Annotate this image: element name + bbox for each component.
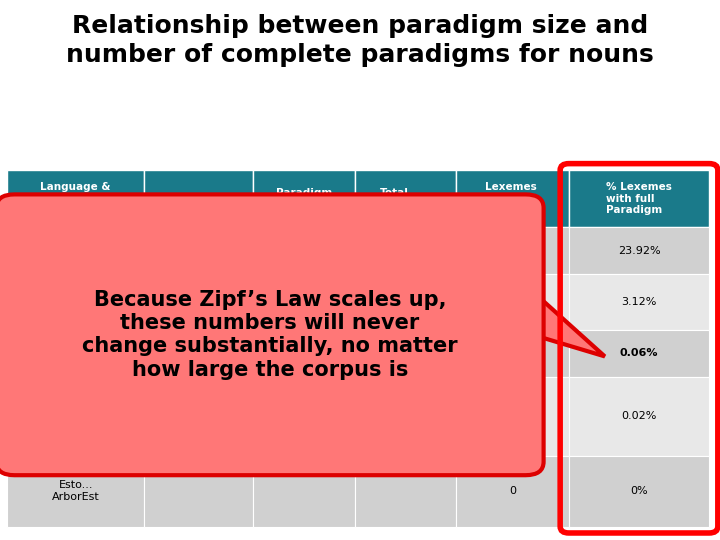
Bar	[144, 227, 253, 274]
Bar	[569, 227, 709, 274]
FancyBboxPatch shape	[0, 194, 544, 475]
Bar	[569, 377, 709, 456]
Bar	[144, 377, 253, 456]
Bar	[569, 170, 709, 227]
Text: 3.12%: 3.12%	[621, 297, 657, 307]
Bar	[253, 227, 355, 274]
Bar	[355, 329, 456, 377]
Text: 93: 93	[505, 297, 520, 307]
Bar	[7, 456, 144, 526]
Text: 0: 0	[509, 486, 516, 496]
Text: 23.92%: 23.92%	[618, 246, 660, 256]
Bar	[144, 329, 253, 377]
Bar	[569, 274, 709, 329]
Bar	[518, 292, 533, 335]
Text: 0%: 0%	[630, 486, 648, 496]
Bar	[355, 170, 456, 227]
Bar	[253, 377, 355, 456]
Bar	[456, 274, 569, 329]
Bar	[456, 170, 569, 227]
Text: % Lexemes
with full
Paradigm: % Lexemes with full Paradigm	[606, 182, 672, 215]
Bar	[253, 274, 355, 329]
Text: N
D
...: N D ...	[71, 286, 81, 319]
Bar	[456, 377, 569, 456]
Bar	[144, 170, 253, 227]
Text: Corpus Size: Corpus Size	[164, 194, 233, 204]
Bar	[569, 329, 709, 377]
Text: Total
Lexemes: Total Lexemes	[379, 188, 431, 210]
Bar	[355, 377, 456, 456]
Text: 3: 3	[509, 411, 516, 421]
Text: 13: 13	[505, 348, 521, 358]
Text: Because Zipf’s Law scales up,
these numbers will never
change substantially, no : Because Zipf’s Law scales up, these numb…	[82, 290, 458, 380]
Bar	[7, 377, 144, 456]
Bar	[253, 170, 355, 227]
Bar	[144, 456, 253, 526]
Text: c
P
D
T: c P D T	[71, 394, 80, 438]
Text: Esto...
ArborEst: Esto... ArborEst	[52, 480, 99, 502]
Bar	[7, 170, 144, 227]
Bar	[355, 227, 456, 274]
Bar	[355, 274, 456, 329]
Bar	[355, 456, 456, 526]
Bar	[456, 227, 569, 274]
Text: 0.06%: 0.06%	[620, 348, 658, 358]
Text: Lexemes
with full
Paradigm: Lexemes with full Paradigm	[485, 182, 541, 215]
Bar	[144, 274, 253, 329]
Text: B
...: B ...	[71, 240, 81, 262]
Bar	[7, 329, 144, 377]
Bar	[456, 329, 569, 377]
Text: Paradigm
Size: Paradigm Size	[276, 188, 332, 210]
Text: Relationship between paradigm size and
number of complete paradigms for nouns: Relationship between paradigm size and n…	[66, 14, 654, 67]
Text: b
s
...: b s ...	[69, 336, 82, 370]
Bar	[456, 456, 569, 526]
Bar	[7, 227, 144, 274]
Text: 0.02%: 0.02%	[621, 411, 657, 421]
Bar	[253, 456, 355, 526]
Bar	[7, 274, 144, 329]
Text: 1,524: 1,524	[497, 246, 528, 256]
Bar	[253, 329, 355, 377]
Polygon shape	[533, 292, 605, 356]
Bar	[569, 456, 709, 526]
Text: Language &
Corpus
Name: Language & Corpus Name	[40, 182, 111, 215]
